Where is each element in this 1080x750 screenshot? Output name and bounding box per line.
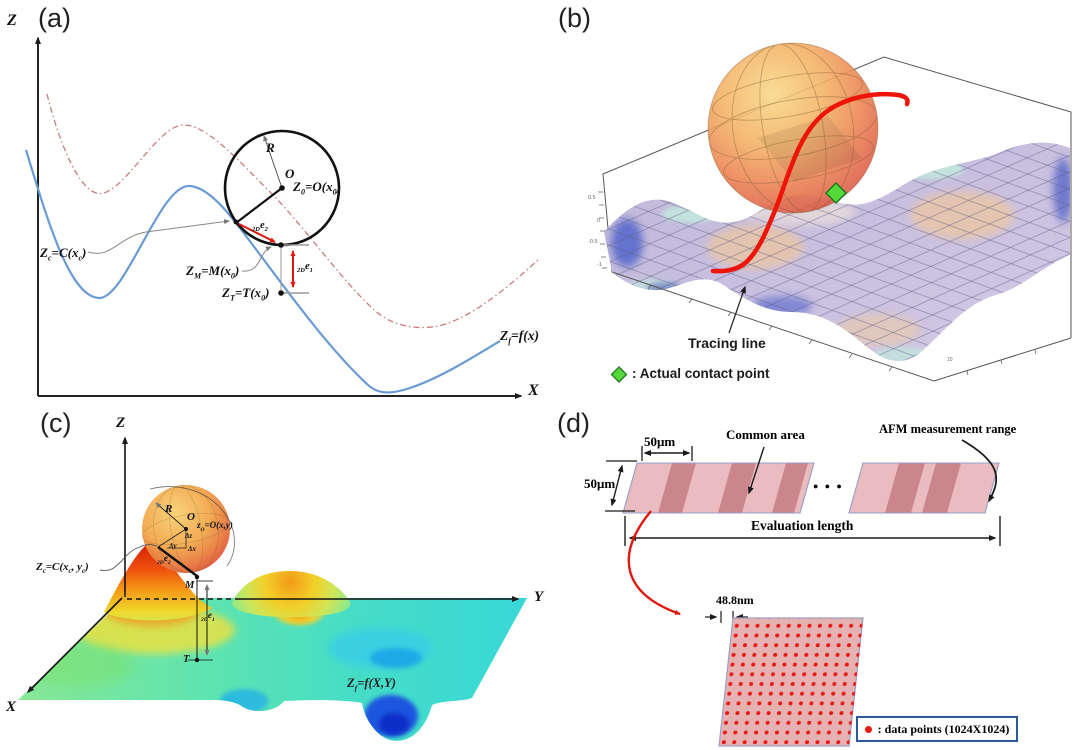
c-radius-label: R	[165, 503, 173, 515]
a-zf-label: Zf=f(x)	[500, 328, 539, 346]
c-y-axis-label: Y	[534, 589, 544, 605]
common-area-label: Common area	[726, 427, 805, 442]
spacing-dimension	[705, 611, 748, 623]
c-origin-dashes	[124, 592, 236, 600]
contact-radius-line	[235, 187, 283, 224]
tracing-line	[710, 91, 910, 274]
d-height-dimension	[605, 460, 637, 512]
c-zo-label: zO=O(x,y)	[197, 520, 233, 533]
tracing-line-leader-arrow	[728, 285, 746, 334]
data-points-legend: : data points (1024X1024)	[856, 716, 1018, 742]
c-z-axis-label: Z	[116, 415, 126, 431]
panel-d-graphics	[605, 439, 1001, 747]
tracing-line-label: Tracing line	[688, 335, 766, 351]
c-zc-label: Zc=C(xc, yc)	[36, 561, 89, 576]
probe-sphere	[707, 42, 879, 214]
c-zc-leader	[99, 544, 158, 571]
b-tick-10: 10	[947, 357, 953, 363]
b-bottom-ticks	[647, 284, 1037, 376]
c-delta-z-label: Δz	[185, 532, 193, 540]
data-points-legend-label: : data points (1024X1024)	[877, 721, 1010, 736]
c-arc-through-ball	[149, 486, 235, 567]
c-x-axis	[26, 597, 123, 694]
b-z-axis-ticks	[598, 191, 607, 269]
c-m-point-label: M	[185, 580, 195, 591]
surface-profile-curve	[24, 149, 501, 394]
c-t-point-label: T	[183, 654, 190, 665]
m-point	[278, 242, 284, 248]
e2-arrow	[238, 223, 276, 243]
radius-line	[263, 135, 283, 189]
a-zm-label: ZM=M(x0)	[186, 263, 240, 281]
contact-point-diamond	[824, 181, 848, 205]
evaluation-length-dimension	[624, 516, 1001, 546]
c-center-bump	[231, 571, 351, 618]
b-tick-05: 0.5	[588, 195, 596, 201]
measurement-strip-left	[622, 462, 815, 514]
a-z0-label: Z0=O(x0)	[293, 179, 341, 197]
zoom-parallelogram	[718, 617, 864, 747]
c-e1-label: 2De1	[201, 610, 215, 623]
d-width-dimension	[641, 446, 693, 461]
b-box-back-edges	[602, 56, 1072, 338]
evaluation-length-label: Evaluation length	[751, 518, 854, 533]
common-area-arrow	[748, 446, 765, 495]
c-delta-x-label: Δx	[188, 545, 196, 553]
a-e2-label: 2De2	[252, 220, 268, 234]
panel-b-tag: (b)	[558, 3, 591, 33]
b-tick-0: 0	[597, 218, 601, 224]
c-delta-y-label: Δy	[169, 542, 177, 550]
traced-profile-curve	[46, 93, 541, 329]
b-tick-m05: -0.5	[588, 239, 598, 245]
panel-a-graphics	[24, 36, 541, 399]
contact-point	[233, 219, 239, 225]
a-x-axis-label: X	[528, 382, 539, 399]
zc-leader-arrow	[87, 219, 230, 254]
afm-range-label: AFM measurement range	[879, 422, 1017, 436]
a-z-axis-label: Z	[7, 12, 17, 29]
d-width-label: 50μm	[644, 434, 676, 449]
spacing-label: 48.8nm	[716, 593, 754, 607]
zm-leader-arrow	[241, 246, 272, 272]
a-zc-label: Zc=C(xc)	[40, 245, 87, 263]
panel-c-graphics	[18, 436, 527, 741]
t-point	[278, 290, 284, 296]
b-tick-m1: -1	[597, 262, 602, 268]
panel-d-tag: (d)	[557, 408, 590, 438]
c-center-label: O	[187, 511, 195, 523]
data-points-grid	[719, 618, 863, 746]
a-center-label: O	[285, 166, 295, 181]
a-zt-label: ZT=T(x0)	[222, 285, 270, 303]
c-red-mountain	[104, 541, 212, 621]
a-radius-label: R	[266, 140, 275, 155]
c-x-axis-label: X	[6, 699, 17, 715]
c-e2-label: 2De2	[157, 553, 171, 566]
panel-c-tag: (c)	[40, 408, 72, 438]
data-point-legend-icon	[864, 725, 872, 733]
center-point	[279, 185, 285, 191]
d-height-label: 50μm	[584, 476, 616, 491]
a-e1-label: 2De1	[297, 261, 313, 275]
panel-a-tag: (a)	[38, 3, 71, 33]
panel-b-graphics	[598, 42, 1072, 383]
b-box-front-edges	[611, 271, 1072, 382]
measurement-strip-right	[848, 462, 1000, 514]
c-zf-label: Zf=f(X,Y)	[347, 676, 396, 693]
c-annotations	[99, 502, 213, 663]
strip-ellipsis: ● ● ●	[813, 481, 844, 491]
afm-range-arrow	[961, 439, 997, 503]
legend-diamond-icon	[610, 366, 628, 383]
zoom-arrow	[627, 510, 681, 616]
contact-point-legend-label: : Actual contact point	[632, 366, 770, 381]
